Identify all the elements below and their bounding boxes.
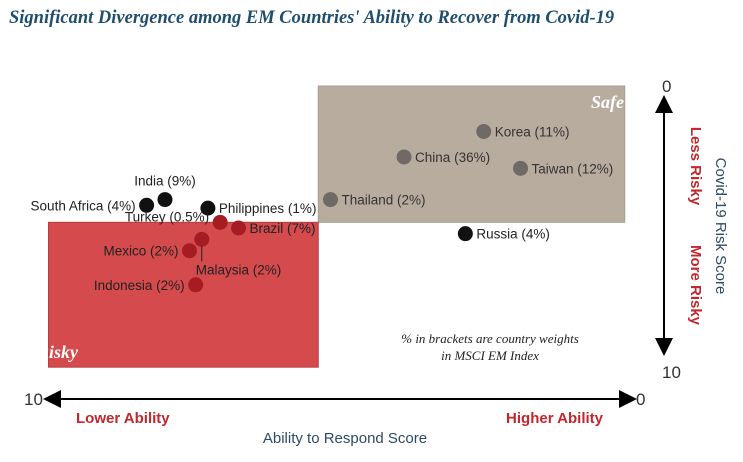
point-label-mexico: Mexico (2%) [103, 244, 178, 259]
safe-zone-label: Safe [591, 92, 624, 112]
y-tick-bottom: 10 [662, 363, 681, 382]
zones-layer [48, 85, 626, 368]
point-thailand [323, 192, 338, 208]
point-india [157, 192, 173, 208]
risky-zone-label: Risky [36, 342, 79, 362]
x-caption-right: Higher Ability [506, 410, 604, 427]
x-tick-right: 0 [636, 390, 645, 409]
points-layer: Korea (11%) China (36%) Taiwan (12%) Thaila… [31, 123, 614, 293]
point-china [396, 149, 412, 165]
point-label-china: China (36%) [415, 150, 490, 165]
point-philippines [200, 200, 216, 216]
point-mexico [182, 243, 198, 259]
point-label-russia: Russia (4%) [476, 227, 550, 242]
y-caption-top: Less Risky [687, 127, 704, 206]
chart-title: Significant Divergence among EM Countrie… [9, 8, 615, 28]
point-turkey [212, 214, 228, 230]
weights-note-line1: % in brackets are country weights [401, 331, 579, 346]
point-taiwan [513, 160, 529, 176]
point-label-south-africa: South Africa (4%) [31, 198, 136, 213]
point-indonesia [188, 277, 204, 293]
point-label-malaysia: Malaysia (2%) [196, 262, 282, 277]
point-label-taiwan: Taiwan (12%) [532, 161, 614, 176]
x-caption-left: Lower Ability [76, 410, 170, 427]
x-tick-left: 10 [24, 390, 43, 409]
point-label-indonesia: Indonesia (2%) [94, 278, 185, 293]
point-label-korea: Korea (11%) [495, 124, 570, 139]
point-label-brazil: Brazil (7%) [250, 221, 316, 236]
y-tick-top: 0 [662, 77, 671, 96]
point-korea [476, 123, 492, 139]
point-label-thailand: Thailand (2%) [342, 193, 426, 208]
point-label-philippines: Philippines (1%) [219, 201, 317, 216]
point-malaysia [194, 231, 210, 247]
point-south-africa [139, 197, 155, 213]
risky-zone [48, 221, 319, 368]
point-label-turkey: Turkey (0.5%) [125, 209, 209, 224]
safe-zone [317, 85, 626, 223]
weights-note-line2: in MSCI EM Index [441, 348, 539, 363]
x-axis-title: Ability to Respond Score [263, 430, 427, 447]
y-caption-bottom: More Risky [687, 245, 704, 326]
point-brazil [231, 220, 247, 236]
point-label-india: India (9%) [134, 174, 196, 189]
y-axis-title: Covid-19 Risk Score [712, 158, 729, 295]
point-russia [457, 226, 473, 242]
